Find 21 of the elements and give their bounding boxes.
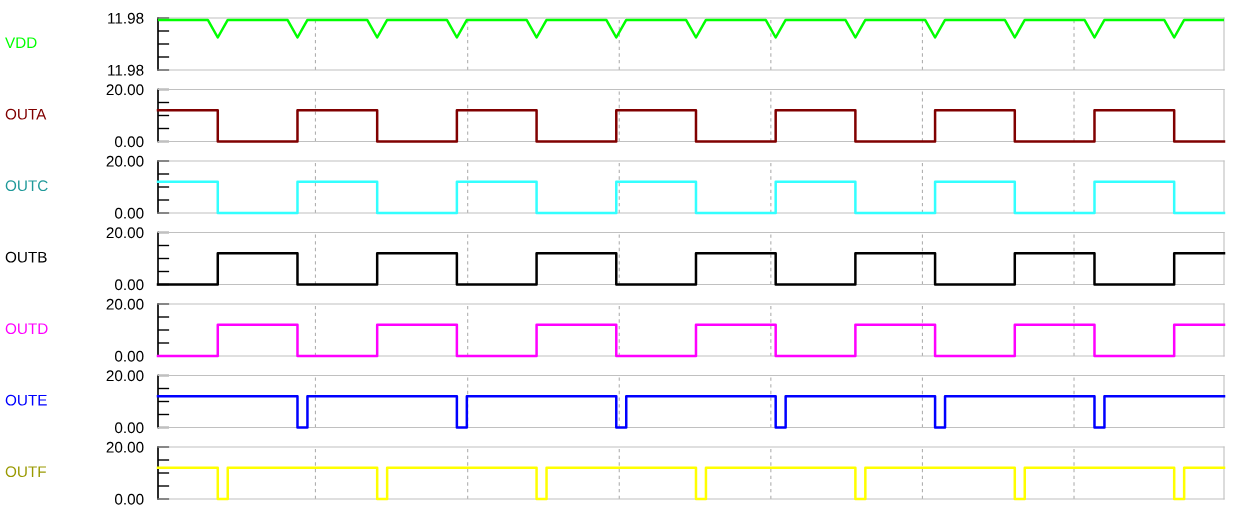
y-tick-label: 0.00 <box>114 136 144 148</box>
y-tick-label: 20.00 <box>106 370 144 382</box>
text: OUTD <box>5 323 48 335</box>
y-tick-label: 11.98 <box>108 12 144 24</box>
text: OUTF <box>5 466 46 478</box>
y-tick-label: 0.00 <box>114 493 144 505</box>
text: OUTA <box>5 108 47 120</box>
y-tick-label: 0.00 <box>114 350 144 362</box>
y-tick-label: 0.00 <box>114 207 144 219</box>
y-tick-label: 0.00 <box>114 422 144 434</box>
text: VDD <box>5 37 37 48</box>
y-tick-label: 20.00 <box>106 155 144 167</box>
text: OUTE <box>5 394 47 406</box>
text: OUTC <box>5 180 48 192</box>
text: OUTB <box>5 251 47 263</box>
y-tick-label: 20.00 <box>106 84 144 96</box>
y-tick-label: 20.00 <box>106 441 144 453</box>
y-tick-label: 11.98 <box>108 64 144 76</box>
y-tick-label: 20.00 <box>106 298 144 310</box>
y-tick-label: 20.00 <box>106 227 144 239</box>
y-tick-label: 0.00 <box>114 279 144 291</box>
